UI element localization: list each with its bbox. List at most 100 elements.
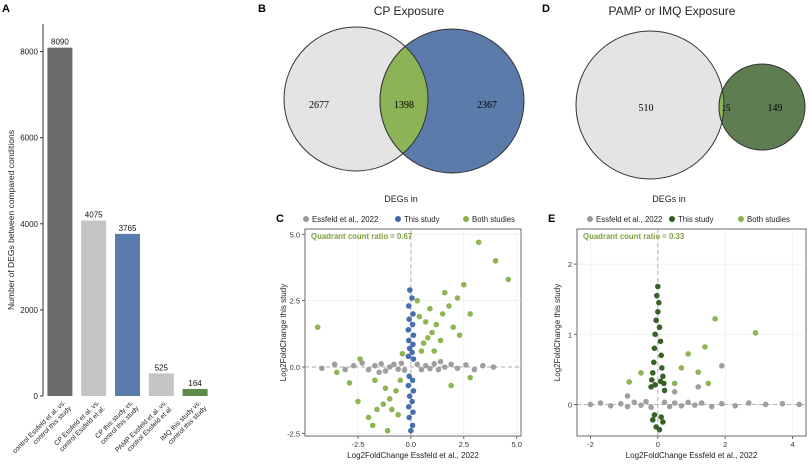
scatter-point (796, 401, 803, 408)
scatter-point (376, 369, 382, 376)
scatter-point (649, 370, 656, 376)
legend-label: Both studies (747, 215, 790, 224)
scatter-point (651, 345, 658, 352)
scatter-point (414, 297, 421, 304)
scatter-point (678, 365, 685, 371)
scatter-point (657, 338, 664, 345)
scatter-point (638, 370, 644, 376)
e-plot-area: -2 0 2 4 0 1 2 Quadrant count ratio = 0.33 Log2F… (553, 228, 807, 460)
d-left-count: 510 (639, 103, 654, 114)
scatter-point (414, 361, 421, 368)
panel-c-scatter: Essfeld et al., 2022 This study Both studi… (279, 215, 522, 460)
scatter-point (406, 316, 412, 323)
scatter-point (355, 398, 361, 405)
scatter-point (386, 396, 393, 402)
a-y-tick-label: 6000 (20, 134, 38, 143)
b-overlap-region (379, 45, 429, 155)
scatter-point (431, 348, 437, 354)
scatter-point (648, 404, 654, 411)
scatter-point (624, 393, 631, 399)
c-plot-area: -2.5 0.0 2.5 5.0 -2.5 0.0 2.5 5.0 Quadrant count… (279, 228, 522, 460)
scatter-point (420, 340, 427, 346)
scatter-point (654, 292, 660, 299)
scatter-point (372, 362, 378, 369)
scatter-point (779, 400, 786, 407)
a-bar-value-label: 164 (188, 379, 202, 388)
legend-title-e: DEGs in (652, 194, 686, 204)
plot-frame (576, 228, 807, 437)
scatter-point (369, 422, 376, 429)
legend-label: This study (678, 215, 714, 224)
scatter-point (666, 403, 673, 410)
y-tick-label: 5.0 (290, 230, 300, 239)
scatter-point (454, 295, 461, 301)
d-overlap-count: 15 (722, 103, 732, 113)
y-tick-label: 2 (568, 260, 572, 269)
scatter-point (705, 380, 712, 387)
scatter-point (692, 402, 698, 408)
scatter-point (382, 385, 389, 392)
scatter-point (409, 377, 416, 384)
scatter-point (357, 356, 363, 362)
scatter-point (685, 351, 691, 357)
scatter-point (597, 400, 604, 406)
scatter-point (732, 403, 739, 409)
scatter-point (480, 362, 486, 369)
scatter-point (656, 299, 662, 306)
scatter-point (397, 377, 404, 384)
scatter-point (409, 398, 415, 405)
scatter-point (422, 319, 429, 325)
scatter-point (659, 365, 665, 371)
b-right-count: 2367 (477, 100, 497, 111)
scatter-point (439, 311, 446, 317)
scatter-point (393, 388, 399, 394)
scatter-point (475, 239, 482, 246)
b-title: CP Exposure (374, 4, 445, 18)
scatter-point (587, 401, 594, 408)
quadrant-count-annotation: Quadrant count ratio = 0.33 (583, 232, 685, 241)
scatter-point (384, 427, 391, 434)
x-tick-label: 2 (723, 440, 727, 449)
a-bar (81, 220, 107, 396)
scatter-point (467, 374, 473, 381)
scatter-point (422, 362, 429, 369)
legend-swatch (587, 216, 593, 222)
scatter-point (661, 399, 668, 406)
y-tick-label: 1 (568, 330, 572, 339)
scatter-point (410, 332, 417, 338)
scatter-point (617, 400, 624, 407)
scatter-point (661, 387, 668, 394)
x-tick-label: 5.0 (512, 440, 522, 449)
y-tick-label: -2.5 (287, 429, 300, 438)
scatter-point (648, 377, 655, 383)
x-tick-label: 0.0 (406, 440, 416, 449)
scatter-point (405, 404, 412, 410)
scatter-point (389, 406, 395, 413)
scatter-point (319, 365, 325, 372)
scatter-point (398, 360, 405, 367)
scatter-point (695, 369, 702, 375)
y-tick-label: 2.5 (290, 297, 300, 306)
scatter-point (467, 311, 473, 317)
scatter-point (427, 365, 433, 372)
panel-e-scatter: Essfeld et al., 2022 This study Both studi… (553, 215, 807, 460)
scatter-point (437, 358, 444, 365)
scatter-point (365, 366, 372, 373)
scatter-point (409, 422, 416, 429)
scatter-point (431, 361, 437, 367)
scatter-point (660, 373, 666, 380)
scatter-point (656, 324, 663, 331)
scatter-point (405, 353, 412, 360)
d-title: PAMP or IMQ Exposure (609, 4, 736, 18)
scatter-point (391, 361, 397, 368)
scatter-point (441, 364, 448, 370)
scatter-point (314, 324, 321, 330)
b-overlap-count: 1398 (394, 100, 414, 111)
scatter-point (678, 403, 685, 409)
scatter-point (406, 345, 413, 352)
scatter-point (410, 409, 416, 415)
b-left-count: 2677 (309, 100, 329, 111)
scatter-point (401, 367, 408, 373)
scatter-point (409, 295, 415, 301)
a-y-tick-label: 4000 (20, 220, 38, 229)
